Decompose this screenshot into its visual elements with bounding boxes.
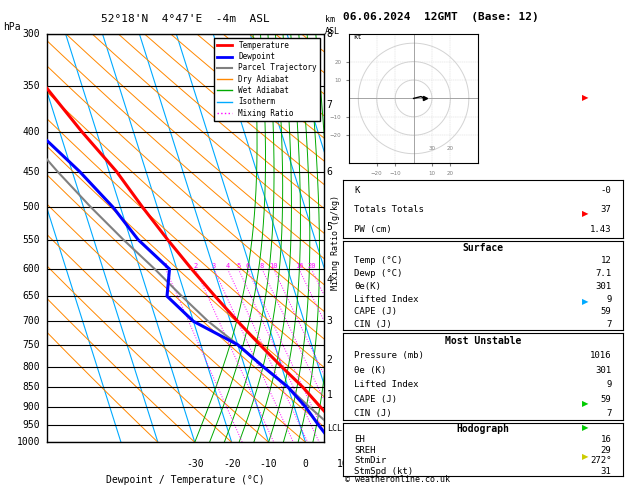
Text: 9: 9	[606, 380, 611, 389]
Text: θe(K): θe(K)	[354, 282, 381, 291]
Text: 600: 600	[23, 264, 40, 274]
Text: © weatheronline.co.uk: © weatheronline.co.uk	[345, 474, 450, 484]
Text: 20: 20	[374, 459, 385, 469]
Text: km: km	[325, 15, 335, 24]
Text: 7: 7	[606, 409, 611, 418]
Text: 30: 30	[428, 146, 435, 151]
Text: 800: 800	[23, 362, 40, 372]
Text: CAPE (J): CAPE (J)	[354, 395, 397, 404]
Text: CIN (J): CIN (J)	[354, 320, 392, 329]
Text: 20: 20	[307, 263, 316, 269]
Text: 06.06.2024  12GMT  (Base: 12): 06.06.2024 12GMT (Base: 12)	[343, 12, 538, 22]
Text: 9: 9	[606, 295, 611, 304]
Text: 6: 6	[326, 167, 333, 176]
Text: θe (K): θe (K)	[354, 365, 386, 375]
Text: 850: 850	[23, 382, 40, 392]
Text: Totals Totals: Totals Totals	[354, 206, 424, 214]
Text: StmSpd (kt): StmSpd (kt)	[354, 467, 413, 476]
Text: EH: EH	[354, 435, 365, 444]
Text: hPa: hPa	[3, 22, 21, 32]
Text: 31: 31	[601, 467, 611, 476]
Text: Lifted Index: Lifted Index	[354, 295, 418, 304]
Text: 300: 300	[23, 29, 40, 39]
Text: 12: 12	[601, 256, 611, 265]
Text: Most Unstable: Most Unstable	[445, 336, 521, 346]
Text: 29: 29	[601, 446, 611, 454]
Text: Pressure (mb): Pressure (mb)	[354, 351, 424, 360]
Text: -30: -30	[186, 459, 204, 469]
Text: 0: 0	[303, 459, 308, 469]
Text: ▶: ▶	[582, 399, 588, 408]
Legend: Temperature, Dewpoint, Parcel Trajectory, Dry Adiabat, Wet Adiabat, Isotherm, Mi: Temperature, Dewpoint, Parcel Trajectory…	[214, 38, 320, 121]
Text: 301: 301	[596, 282, 611, 291]
Text: Mixing Ratio (g/kg): Mixing Ratio (g/kg)	[331, 195, 340, 291]
Text: 400: 400	[23, 126, 40, 137]
Text: 1: 1	[326, 390, 333, 400]
Text: 650: 650	[23, 291, 40, 301]
Text: 10: 10	[337, 459, 348, 469]
Text: Surface: Surface	[462, 243, 503, 253]
Text: 900: 900	[23, 401, 40, 412]
Text: CIN (J): CIN (J)	[354, 409, 392, 418]
Text: 700: 700	[23, 316, 40, 326]
Text: kt: kt	[353, 35, 361, 40]
Text: Temp (°C): Temp (°C)	[354, 256, 403, 265]
Text: 7: 7	[606, 320, 611, 329]
Text: 2: 2	[193, 263, 198, 269]
Text: -10: -10	[260, 459, 277, 469]
Text: 272°: 272°	[590, 456, 611, 465]
Text: 10: 10	[269, 263, 278, 269]
Text: PW (cm): PW (cm)	[354, 225, 392, 234]
Text: 3: 3	[326, 316, 333, 326]
Text: ▶: ▶	[582, 452, 588, 461]
Text: 52°18'N  4°47'E  -4m  ASL: 52°18'N 4°47'E -4m ASL	[101, 14, 270, 24]
Text: 40: 40	[447, 459, 459, 469]
Text: 5: 5	[326, 222, 333, 232]
Text: 4: 4	[225, 263, 230, 269]
Text: ▶: ▶	[582, 297, 588, 306]
Text: Dewpoint / Temperature (°C): Dewpoint / Temperature (°C)	[106, 475, 265, 485]
Text: -0: -0	[601, 186, 611, 195]
Text: 1000: 1000	[17, 437, 40, 447]
Text: Lifted Index: Lifted Index	[354, 380, 418, 389]
Text: 550: 550	[23, 235, 40, 244]
Text: SREH: SREH	[354, 446, 376, 454]
Text: 350: 350	[23, 81, 40, 91]
Text: 4: 4	[326, 275, 333, 285]
Text: StmDir: StmDir	[354, 456, 386, 465]
Text: 20: 20	[447, 146, 454, 151]
Text: -20: -20	[223, 459, 240, 469]
Text: 37: 37	[601, 206, 611, 214]
Text: 59: 59	[601, 307, 611, 316]
Text: 16: 16	[601, 435, 611, 444]
Text: K: K	[354, 186, 359, 195]
Text: 500: 500	[23, 202, 40, 212]
Text: 59: 59	[601, 395, 611, 404]
Text: 6: 6	[245, 263, 250, 269]
Text: 5: 5	[237, 263, 240, 269]
Text: 1: 1	[164, 263, 168, 269]
Text: ASL: ASL	[325, 27, 340, 36]
Text: ▶: ▶	[582, 423, 588, 432]
Text: 7.1: 7.1	[596, 269, 611, 278]
Text: ▶: ▶	[582, 93, 588, 102]
Text: 750: 750	[23, 340, 40, 350]
Text: CAPE (J): CAPE (J)	[354, 307, 397, 316]
Text: 2: 2	[326, 355, 333, 365]
Text: 1016: 1016	[590, 351, 611, 360]
Text: 8: 8	[326, 29, 333, 39]
Text: ▶: ▶	[582, 209, 588, 218]
Text: Hodograph: Hodograph	[456, 424, 509, 434]
Text: 1.43: 1.43	[590, 225, 611, 234]
Text: 301: 301	[596, 365, 611, 375]
Text: 7: 7	[326, 100, 333, 110]
Text: 950: 950	[23, 420, 40, 430]
Text: 450: 450	[23, 167, 40, 176]
Text: Dewp (°C): Dewp (°C)	[354, 269, 403, 278]
Text: 3: 3	[212, 263, 216, 269]
Text: 16: 16	[295, 263, 303, 269]
Text: 30: 30	[410, 459, 422, 469]
Text: 8: 8	[260, 263, 264, 269]
Text: LCL: LCL	[326, 424, 342, 433]
